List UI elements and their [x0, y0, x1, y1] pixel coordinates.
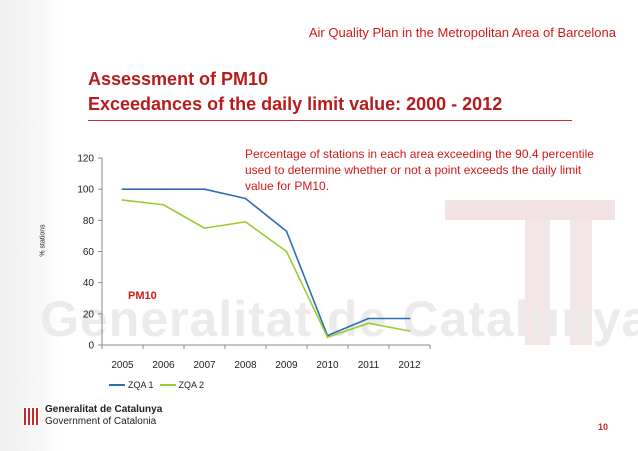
page-number: 10 — [597, 422, 608, 432]
footer-org-name-en: Government of Catalonia — [45, 416, 157, 427]
legend-item-zqa2: ZQA 2 — [159, 380, 205, 390]
data-point-zqa2 — [203, 227, 206, 230]
y-tick-label: 60 — [83, 247, 95, 258]
chart-legend: ZQA 1 ZQA 2 — [109, 380, 210, 390]
legend-label-zqa2: ZQA 2 — [178, 380, 205, 390]
pm10-label: PM10 — [128, 290, 157, 302]
x-tick-label: 2008 — [234, 360, 257, 371]
series-line-zqa1 — [122, 188, 410, 337]
slide-title: Assessment of PM10 Exceedances of the da… — [88, 67, 502, 117]
data-point-zqa2 — [285, 250, 288, 253]
data-point-zqa2 — [326, 336, 329, 339]
header-title: Air Quality Plan in the Metropolitan Are… — [308, 25, 616, 40]
x-tick-label: 2012 — [398, 360, 421, 371]
data-point-zqa1 — [244, 197, 247, 200]
y-tick-label: 40 — [83, 278, 95, 289]
data-point-zqa2 — [408, 330, 411, 332]
y-tick-label: 120 — [77, 154, 94, 165]
chart-annotation: Percentage of stations in each area exce… — [245, 147, 594, 193]
title-line-2: Exceedances of the daily limit value: 20… — [88, 94, 503, 114]
data-point-zqa1 — [203, 188, 206, 191]
x-tick-label: 2010 — [316, 360, 339, 371]
watermark-logo — [445, 200, 615, 345]
watermark-text: Generalitat de Catalunya — [40, 291, 638, 347]
data-point-zqa2 — [367, 322, 370, 325]
catalonia-emblem-icon — [23, 406, 39, 426]
data-point-zqa2 — [244, 220, 247, 223]
series-line-zqa2 — [122, 199, 410, 339]
title-underline — [88, 120, 572, 121]
watermark-band — [0, 0, 60, 451]
data-point-zqa1 — [162, 188, 165, 191]
data-point-zqa1 — [367, 317, 370, 320]
x-tick-label: 2011 — [358, 360, 380, 371]
data-point-zqa1 — [285, 230, 288, 233]
footer-logo: Generalitat de Catalunya Government of C… — [23, 404, 162, 428]
y-tick-label: 100 — [77, 185, 94, 196]
legend-label-zqa1: ZQA 1 — [128, 380, 154, 390]
title-line-1: Assessment of PM10 — [88, 69, 269, 89]
legend-swatch-zqa2 — [159, 384, 176, 386]
x-tick-label: 2007 — [193, 360, 216, 371]
x-tick-label: 2009 — [275, 360, 298, 371]
data-point-zqa2 — [162, 203, 165, 206]
y-tick-label: 80 — [83, 216, 95, 227]
legend-item-zqa1: ZQA 1 — [109, 380, 154, 390]
y-tick-label: 0 — [88, 341, 94, 352]
data-point-zqa2 — [121, 199, 124, 201]
footer-org-text: Generalitat de Catalunya Government of C… — [45, 404, 162, 428]
footer-org-name: Generalitat de Catalunya — [45, 404, 163, 415]
x-tick-label: 2006 — [152, 360, 175, 371]
x-tick-label: 2005 — [111, 360, 134, 371]
data-point-zqa1 — [121, 188, 124, 191]
data-point-zqa1 — [408, 317, 411, 320]
legend-swatch-zqa1 — [109, 384, 125, 386]
y-tick-label: 20 — [83, 309, 95, 320]
